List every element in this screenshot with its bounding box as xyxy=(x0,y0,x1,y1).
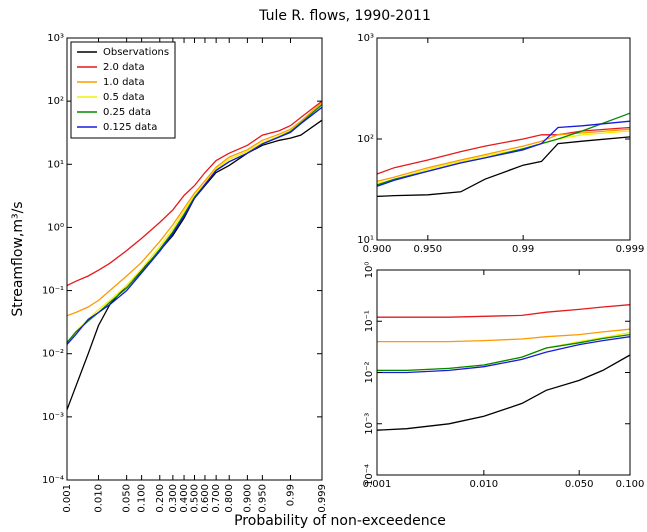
y-tick-label: 10⁻³ xyxy=(364,413,375,435)
x-tick-label: 0.500 xyxy=(190,484,201,513)
subplot: 0.900 0.950 0.99 0.999 10¹ 10² 10³ xyxy=(357,33,644,255)
x-tick-label: 0.010 xyxy=(94,484,105,513)
legend: Observations 2.0 data 1.0 data 0.5 data 0.25… xyxy=(70,41,176,139)
y-tick-label: 10⁻² xyxy=(42,349,64,360)
x-tick-label: 0.300 xyxy=(168,484,179,513)
x-tick-label: 0.001 xyxy=(363,479,392,490)
plot-frame xyxy=(376,37,631,241)
x-tick-label: 0.999 xyxy=(616,244,645,255)
series-line xyxy=(377,304,631,318)
series-line xyxy=(376,354,631,431)
x-tick-label: 0.100 xyxy=(616,479,645,490)
series-line xyxy=(66,102,323,317)
y-tick-label: 10² xyxy=(47,96,64,107)
x-tick-label: 0.700 xyxy=(211,484,222,513)
figure-title: Tule R. flows, 1990-2011 xyxy=(258,8,431,24)
y-tick-label: 10² xyxy=(357,134,374,145)
x-tick-label: 0.010 xyxy=(470,479,499,490)
x-tick-label: 0.400 xyxy=(179,484,190,513)
y-tick-label: 10⁰ xyxy=(47,222,64,233)
y-tick-label: 10¹ xyxy=(357,235,374,246)
series-line xyxy=(376,120,631,187)
y-tick-label: 10⁻⁴ xyxy=(364,464,375,486)
y-tick-label: 10⁻² xyxy=(364,361,375,383)
series-line xyxy=(66,106,323,345)
legend-label: 2.0 data xyxy=(103,62,145,73)
series-line xyxy=(377,328,631,343)
y-tick-label: 10³ xyxy=(357,33,374,44)
y-tick-label: 10³ xyxy=(47,33,64,44)
series-line xyxy=(66,100,323,287)
series-line xyxy=(377,333,631,372)
x-tick-label: 0.950 xyxy=(413,244,442,255)
legend-label: 0.125 data xyxy=(103,122,157,133)
x-tick-label: 0.99 xyxy=(512,244,534,255)
x-tick-label: 0.001 xyxy=(62,484,73,513)
plot-area xyxy=(377,38,630,240)
y-axis-label: Streamflow,m³/s xyxy=(10,201,26,316)
series-line xyxy=(377,336,631,374)
series-line xyxy=(66,103,323,345)
y-tick-label: 10⁰ xyxy=(364,262,375,279)
x-tick-label: 0.950 xyxy=(257,484,268,513)
subplot: 0.001 0.010 0.050 0.100 0.200 0.300 0.400 0.500… xyxy=(42,33,328,513)
x-tick-label: 0.900 xyxy=(363,244,392,255)
series-line xyxy=(376,126,631,175)
legend-label: 0.5 data xyxy=(103,92,145,103)
x-tick-label: 0.050 xyxy=(122,484,133,513)
series-line xyxy=(376,130,631,185)
x-tick-label: 0.99 xyxy=(285,484,296,506)
x-axis-label: Probability of non-exceedence xyxy=(234,513,446,529)
legend-box xyxy=(70,41,176,139)
y-tick-label: 10¹ xyxy=(47,159,64,170)
legend-label: Observations xyxy=(103,47,169,58)
legend-label: 0.25 data xyxy=(103,107,151,118)
x-tick-label: 0.100 xyxy=(137,484,148,513)
x-tick-label: 0.200 xyxy=(155,484,166,513)
x-tick-label: 0.900 xyxy=(242,484,253,513)
y-tick-label: 10⁻¹ xyxy=(364,310,375,332)
subplot: 0.001 0.010 0.050 0.100 10⁻⁴ 10⁻³ 10⁻² 10⁻¹ 10⁰ xyxy=(363,262,645,490)
x-tick-label: 0.999 xyxy=(317,484,328,513)
y-tick-label: 10⁻³ xyxy=(42,412,64,423)
x-tick-label: 0.050 xyxy=(565,479,594,490)
x-tick-label: 0.600 xyxy=(200,484,211,513)
y-tick-label: 10⁻¹ xyxy=(42,286,64,297)
series-line xyxy=(376,136,631,198)
legend-label: 1.0 data xyxy=(103,77,145,88)
y-tick-label: 10⁻⁴ xyxy=(42,475,64,486)
plot-frame xyxy=(376,269,631,476)
series-line xyxy=(376,128,631,183)
x-tick-label: 0.800 xyxy=(224,484,235,513)
plot-frame xyxy=(66,37,323,481)
